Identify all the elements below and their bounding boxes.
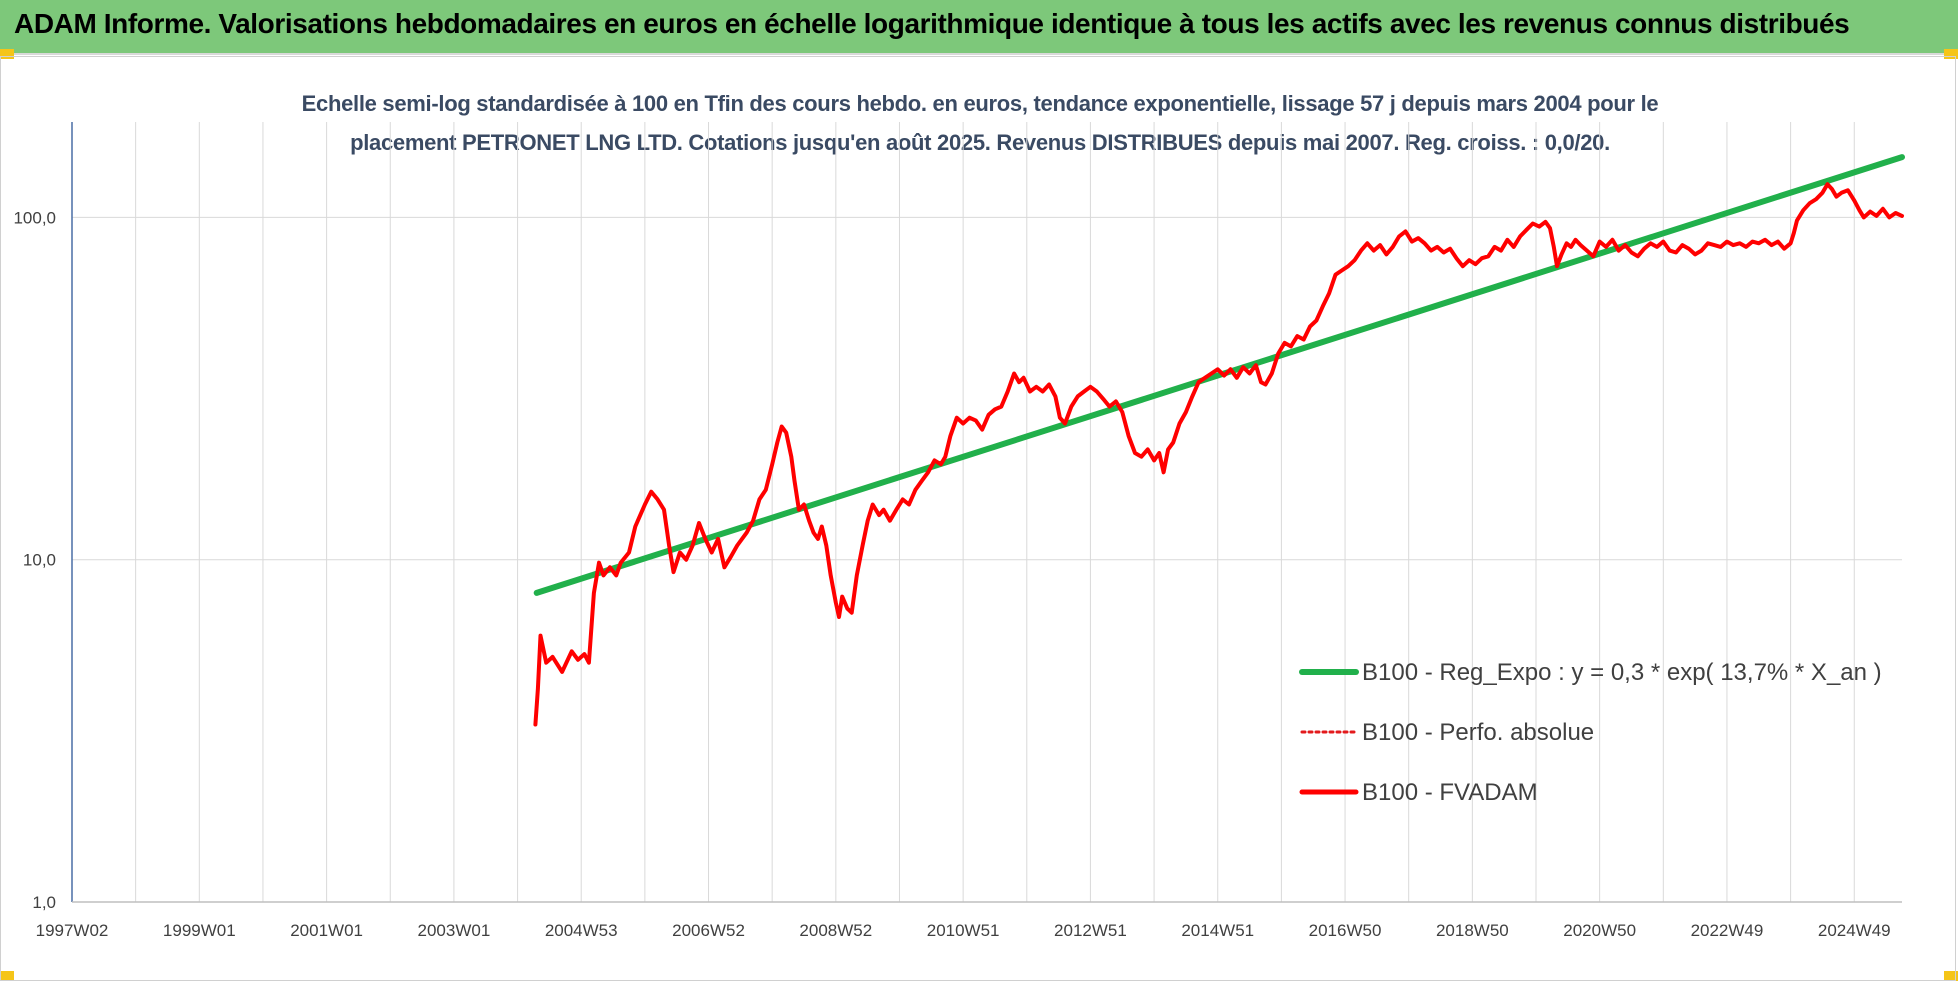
y-tick-label: 1,0: [32, 893, 56, 912]
y-tick-label: 100,0: [13, 208, 56, 227]
report-title: ADAM Informe. Valorisations hebdomadaire…: [14, 8, 1850, 39]
corner-marker: [0, 971, 14, 981]
x-tick-label: 2008W52: [799, 921, 872, 940]
header-banner: ADAM Informe. Valorisations hebdomadaire…: [0, 0, 1958, 55]
grid-lines: [71, 122, 1902, 903]
chart-title-line-1: Echelle semi-log standardisée à 100 en T…: [301, 91, 1659, 116]
x-tick-label: 2022W49: [1691, 921, 1764, 940]
corner-marker: [1944, 971, 1958, 981]
y-tick-label: 10,0: [23, 551, 56, 570]
corner-marker: [0, 49, 14, 59]
x-tick-label: 2006W52: [672, 921, 745, 940]
legend: B100 - Reg_Expo : y = 0,3 * exp( 13,7% *…: [1299, 659, 1882, 806]
corner-marker: [1944, 49, 1958, 59]
x-tick-label: 2014W51: [1181, 921, 1254, 940]
chart-frame: [0, 56, 1956, 981]
x-tick-label: 2004W53: [545, 921, 618, 940]
x-tick-label: 2024W49: [1818, 921, 1891, 940]
x-tick-label: 2016W50: [1309, 921, 1382, 940]
x-tick-label: 2020W50: [1563, 921, 1636, 940]
x-tick-label: 2001W01: [290, 921, 363, 940]
series-line-3: [533, 182, 1904, 727]
legend-entry-1: B100 - Reg_Expo : y = 0,3 * exp( 13,7% *…: [1362, 659, 1882, 686]
x-tick-label: 1999W01: [163, 921, 236, 940]
legend-entry-3: B100 - FVADAM: [1362, 779, 1538, 806]
chart-title-line-2: placement PETRONET LNG LTD. Cotations ju…: [350, 130, 1610, 155]
x-tick-label: 1997W02: [36, 921, 109, 940]
x-tick-label: 2003W01: [418, 921, 491, 940]
axes: [71, 122, 1902, 903]
x-tick-label: 2012W51: [1054, 921, 1127, 940]
x-tick-label: 2010W51: [927, 921, 1000, 940]
legend-entry-2: B100 - Perfo. absolue: [1362, 719, 1594, 746]
series-lines: [533, 154, 1905, 727]
tick-labels: 1,0 10,0 100,0 1997W02 1999W01 2001W01 2003W01…: [13, 208, 1890, 940]
x-tick-label: 2018W50: [1436, 921, 1509, 940]
series-line-1: [533, 154, 1905, 596]
chart-title: Echelle semi-log standardisée à 100 en T…: [180, 84, 1780, 162]
